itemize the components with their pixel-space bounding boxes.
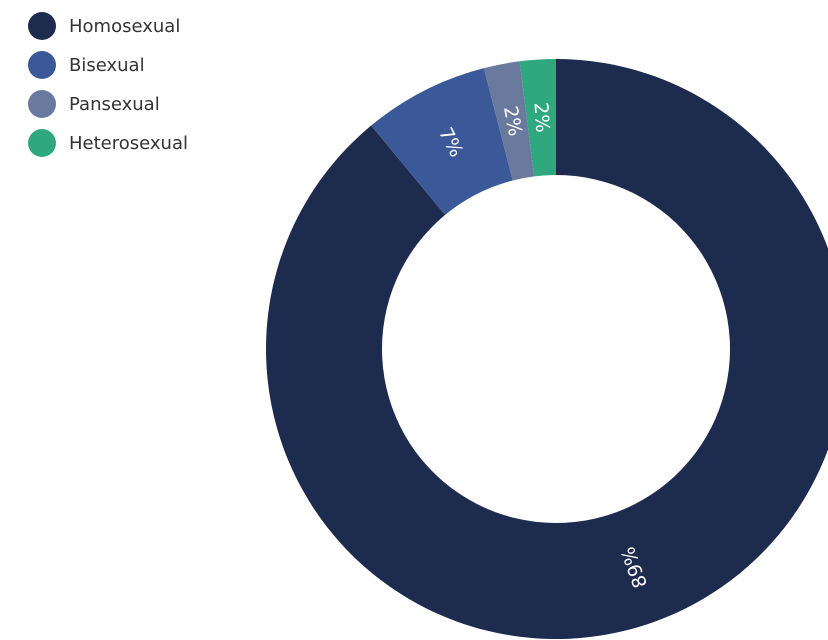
- legend-label: Pansexual: [69, 93, 160, 115]
- legend-swatch-icon: [28, 51, 56, 79]
- legend-item-bisexual[interactable]: Bisexual: [28, 51, 188, 79]
- donut-slices: [266, 59, 828, 639]
- slice-bisexual[interactable]: [371, 68, 513, 215]
- legend-item-homosexual[interactable]: Homosexual: [28, 12, 188, 40]
- legend-label: Bisexual: [69, 54, 145, 76]
- legend-swatch-icon: [28, 12, 56, 40]
- legend-swatch-icon: [28, 90, 56, 118]
- chart-legend: Homosexual Bisexual Pansexual Heterosexu…: [28, 12, 188, 168]
- legend-label: Homosexual: [69, 15, 181, 37]
- legend-swatch-icon: [28, 129, 56, 157]
- legend-label: Heterosexual: [69, 132, 188, 154]
- slice-label-heterosexual: 2%: [530, 102, 554, 133]
- legend-item-pansexual[interactable]: Pansexual: [28, 90, 188, 118]
- slice-heterosexual[interactable]: [519, 59, 556, 177]
- slice-pansexual[interactable]: [483, 61, 535, 181]
- legend-item-heterosexual[interactable]: Heterosexual: [28, 129, 188, 157]
- slice-homosexual[interactable]: [266, 59, 828, 639]
